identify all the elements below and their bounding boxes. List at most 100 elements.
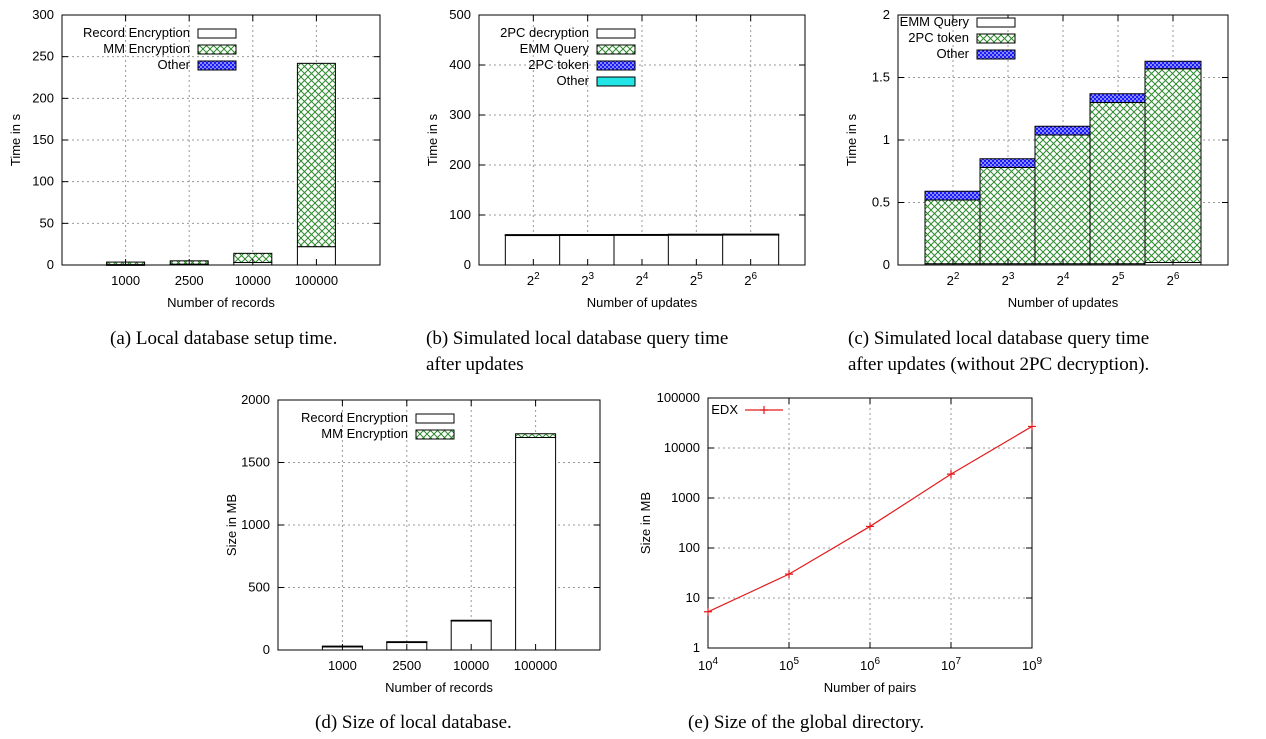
x-tick-label: 109 [1022,656,1042,673]
caption-line: (c) Simulated local database query time [848,328,1149,349]
legend: EDX [711,402,783,417]
legend-swatch-2pc-token [596,60,636,71]
legend-label-emm-query: EMM Query [900,14,970,29]
caption-line: (b) Simulated local database query time [426,328,728,349]
caption-line: after updates (without 2PC decryption). [848,354,1149,375]
x-tick-label: 1000 [328,658,357,673]
legend-label-edx: EDX [711,402,738,417]
bar-2pc-token [979,167,1037,265]
x-tick-label: 23 [1002,271,1015,288]
bar-other [1144,60,1202,70]
x-axis: 1000 2500 10000 100000 [328,400,557,673]
legend-swatch-mm-encryption [415,429,455,440]
data-point [947,470,955,479]
y-axis: 0 50 100 150 200 250 300 [32,7,380,272]
y-tick-label: 400 [449,57,471,72]
y-axis: 0 500 1000 1500 2000 [241,392,600,657]
y-tick-label: 10000 [664,440,700,455]
y-axis-label: Time in s [425,113,440,166]
caption-line: (a) Local database setup time. [110,328,337,349]
y-tick-label: 1 [693,640,700,655]
caption-line: after updates [426,354,524,375]
y-tick-label: 1.5 [872,70,890,85]
caption-c: (c) Simulated local database query time … [848,328,1149,375]
bar-2pc-token [1144,68,1202,263]
y-tick-label: 2000 [241,392,270,407]
y-tick-label: 0 [263,642,270,657]
bar-mm-encryption [450,619,492,622]
bar-record-encryption [515,437,557,651]
bar-mm-encryption [296,62,336,248]
x-tick-label: 22 [527,271,540,288]
x-tick-label: 23 [581,271,594,288]
y-tick-label: 0 [47,257,54,272]
y-tick-label: 150 [32,132,54,147]
legend-label-emm-query: EMM Query [520,41,590,56]
y-tick-label: 250 [32,49,54,64]
y-axis: 0 100 200 300 400 500 [449,7,805,272]
legend-label-mm-encryption: MM Encryption [103,41,190,56]
legend-label-record-encryption: Record Encryption [83,25,190,40]
legend-swatch-other [976,49,1016,60]
bar-other [1034,125,1092,136]
y-tick-label: 300 [449,107,471,122]
data-point [866,522,874,531]
y-axis-label: Time in s [844,113,859,166]
x-tick-label: 26 [744,271,757,288]
gridlines [479,15,805,265]
bar-2pc-token [924,199,982,265]
bar-other [979,158,1037,168]
bars [106,62,336,266]
bar-2pc-token [1034,134,1092,265]
y-tick-label: 0 [464,257,471,272]
y-tick-label: 1 [883,132,890,147]
legend-marker-edx [760,406,768,414]
bar-2pc-token [1089,102,1147,265]
x-tick-label: 10000 [235,273,271,288]
legend-swatch-2pc-token [976,33,1016,44]
legend-label-other: Other [556,73,589,88]
legend-swatch-record-encryption [197,28,237,39]
data-point [1028,422,1036,431]
bar-2pc-token [613,233,671,236]
x-tick-label: 25 [1112,271,1125,288]
x-axis-label: Number of pairs [824,680,917,695]
x-tick-label: 1000 [111,273,140,288]
chart-d-local-db-size: 0 500 1000 1500 2000 1000 2500 10000 100000 Numbe… [224,392,601,695]
bar-2pc-token [722,233,780,236]
caption-e: (e) Size of the global directory. [688,712,924,733]
bar-2pc-token [559,234,617,236]
x-tick-label: 26 [1167,271,1180,288]
y-tick-label: 500 [248,580,270,595]
y-axis-label: Time in s [8,113,23,166]
x-tick-label: 24 [636,271,649,288]
bar-other [924,190,982,201]
legend-label-record-encryption: Record Encryption [301,410,408,425]
legend-swatch-2pc-decryption [596,28,636,39]
data-point [785,570,793,579]
x-tick-label: 100000 [514,658,557,673]
x-tick-label: 25 [690,271,703,288]
legend-label-mm-encryption: MM Encryption [321,426,408,441]
y-tick-label: 1000 [241,517,270,532]
legend-swatch-emm-query [976,17,1016,28]
y-axis: 1 10 100 1000 10000 100000 [657,390,1032,655]
y-tick-label: 500 [449,7,471,22]
y-tick-label: 200 [449,157,471,172]
y-axis-label: Size in MB [224,494,239,556]
data-point [704,607,712,616]
chart-e-global-directory-size: 1 10 100 1000 10000 100000 104 105 106 107 109 Numb… [638,390,1042,695]
y-tick-label: 1500 [241,455,270,470]
bar-2pc-token [667,233,725,236]
y-tick-label: 300 [32,7,54,22]
y-tick-label: 10 [686,590,700,605]
bar-other [1089,93,1147,103]
y-tick-label: 50 [40,215,54,230]
x-axis: 1000 2500 10000 100000 [111,15,338,288]
y-tick-label: 2 [883,7,890,22]
